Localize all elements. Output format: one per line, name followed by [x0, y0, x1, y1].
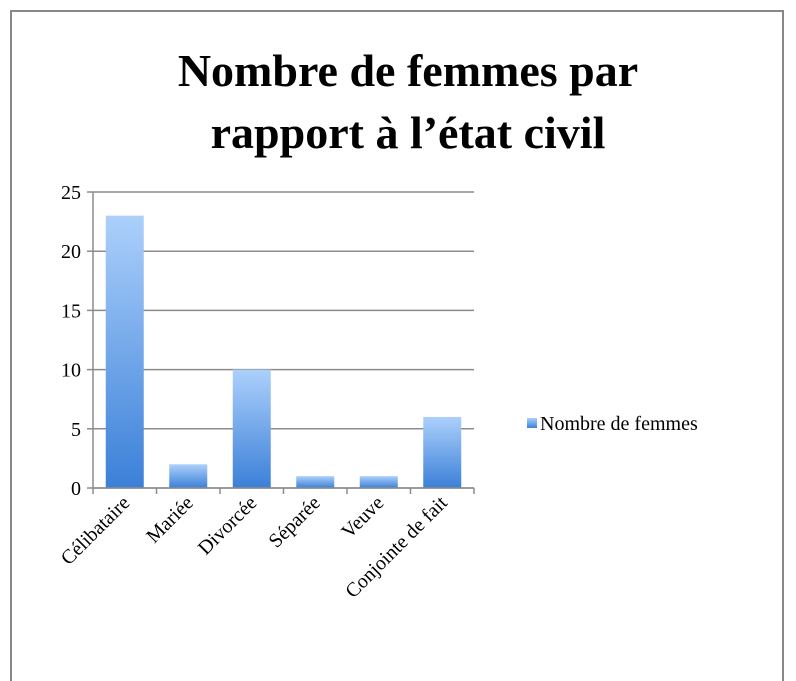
chart-title: Nombre de femmes par rapport à l’état ci…	[177, 45, 639, 158]
bar	[232, 369, 271, 488]
y-tick-label: 0	[71, 478, 81, 500]
x-tick-label: Séparée	[264, 492, 324, 552]
y-tick-label: 15	[61, 300, 81, 322]
legend-label: Nombre de femmes	[540, 413, 698, 435]
y-tick-label: 25	[61, 182, 81, 204]
bar	[296, 476, 335, 488]
x-tick-label: Veuve	[337, 492, 388, 543]
bar	[105, 215, 144, 488]
chart-border	[10, 10, 784, 681]
y-tick-label: 5	[71, 419, 81, 441]
bar	[423, 416, 462, 488]
y-tick-label: 10	[61, 360, 81, 382]
x-tick-label: Célibataire	[57, 492, 135, 570]
y-tick-label: 20	[61, 241, 81, 263]
bar	[169, 464, 208, 488]
legend-swatch	[527, 418, 537, 428]
bar	[359, 476, 398, 488]
x-tick-label: Mariée	[142, 492, 198, 548]
x-tick-label: Divorcée	[194, 492, 261, 559]
